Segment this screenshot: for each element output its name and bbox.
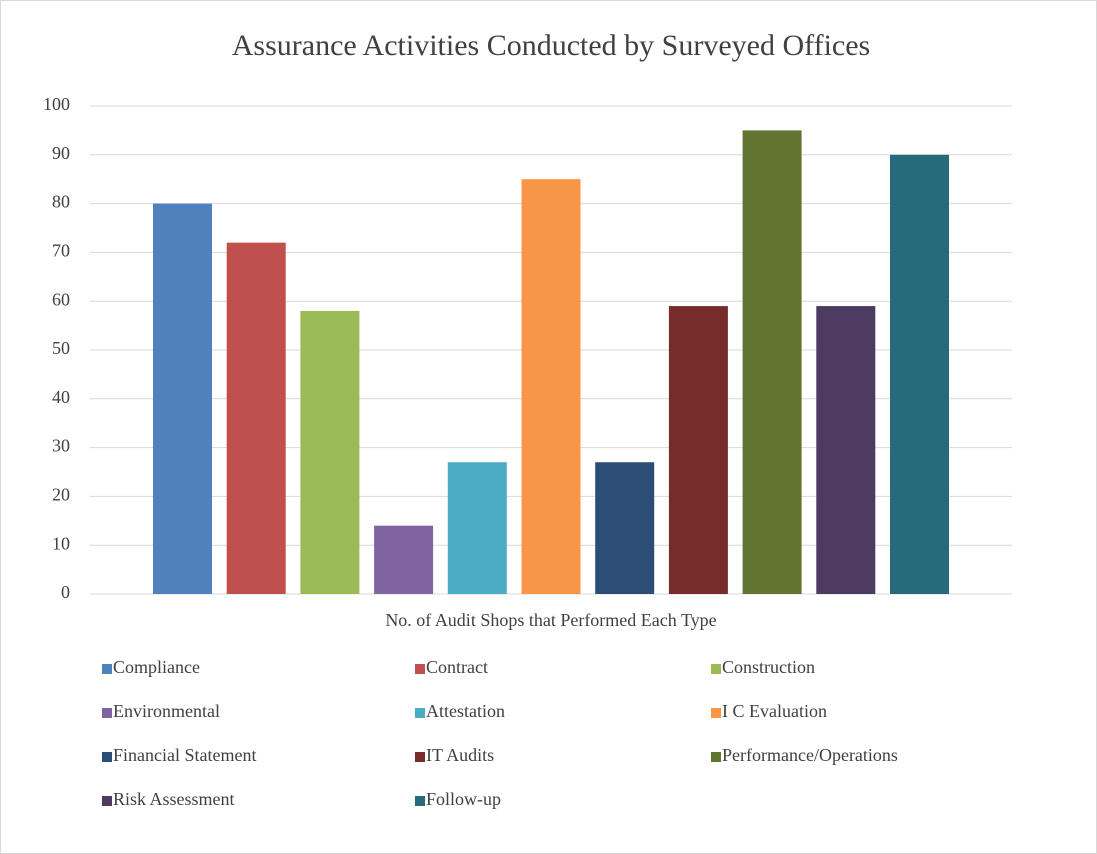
legend-label: I C Evaluation (722, 701, 827, 721)
x-tick-label: No. of Audit Shops that Performed Each T… (385, 610, 716, 630)
legend-swatch (415, 664, 425, 674)
bar (595, 462, 655, 594)
bar (890, 154, 949, 595)
bar (668, 306, 728, 594)
y-tick-label: 80 (52, 192, 70, 212)
bar (447, 462, 507, 594)
legend-swatch (102, 752, 112, 762)
y-tick-label: 70 (52, 241, 70, 261)
legend-swatch (415, 708, 425, 718)
chart-title: Assurance Activities Conducted by Survey… (232, 29, 870, 62)
legend-label: Performance/Operations (722, 745, 898, 765)
legend-label: Compliance (113, 657, 200, 677)
legend-swatch (102, 664, 112, 674)
y-tick-label: 50 (52, 338, 70, 358)
y-tick-label: 90 (52, 143, 70, 163)
legend-label: Construction (722, 657, 815, 677)
y-tick-label: 20 (52, 485, 70, 505)
bar (153, 203, 212, 594)
y-tick-label: 40 (52, 387, 70, 407)
legend-swatch (711, 708, 721, 718)
y-tick-label: 0 (61, 582, 70, 602)
y-tick-label: 10 (52, 533, 70, 553)
y-tick-label: 100 (43, 94, 70, 114)
legend-label: Environmental (113, 701, 220, 721)
legend-swatch (711, 752, 721, 762)
legend-swatch (711, 664, 721, 674)
legend-swatch (415, 752, 425, 762)
bar (521, 179, 581, 594)
legend-label: Risk Assessment (113, 789, 235, 809)
legend-label: Follow-up (426, 789, 501, 809)
legend-label: Attestation (426, 701, 505, 721)
bar (300, 310, 360, 594)
bar (226, 242, 286, 594)
legend-swatch (415, 796, 425, 806)
legend-label: Financial Statement (113, 745, 256, 765)
bar (816, 306, 876, 594)
bar (742, 130, 802, 594)
legend-swatch (102, 708, 112, 718)
y-tick-label: 30 (52, 436, 70, 456)
y-tick-label: 60 (52, 289, 70, 309)
legend-label: Contract (426, 657, 488, 677)
legend-label: IT Audits (426, 745, 494, 765)
legend-swatch (102, 796, 112, 806)
bar (374, 525, 434, 594)
